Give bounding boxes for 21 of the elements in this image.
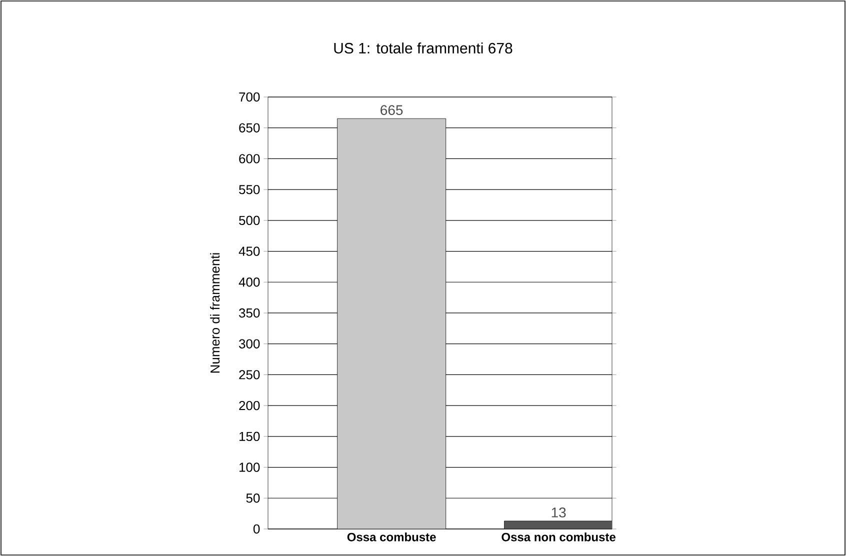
y-tick-label: 700 <box>239 92 260 102</box>
y-tick-label: 600 <box>239 154 260 164</box>
x-tick-label: Ossa combuste <box>347 532 436 542</box>
y-tick-label: 300 <box>239 339 260 348</box>
y-tick-label: 350 <box>239 308 260 318</box>
y-tick-label: 100 <box>240 462 260 472</box>
data-label: 13 <box>552 508 566 518</box>
x-tick-label: Ossa non combuste <box>502 532 616 542</box>
data-label: 665 <box>380 105 403 116</box>
y-tick-label: 400 <box>238 278 260 287</box>
y-tick-label: 250 <box>239 370 260 380</box>
y-tick-label: 500 <box>239 216 260 226</box>
y-axis-title: Numero di frammenti <box>210 253 220 373</box>
y-tick-label: 150 <box>240 432 260 442</box>
y-tick-label: 200 <box>239 400 260 410</box>
y-tick-label: 450 <box>238 246 260 256</box>
y-tick-label: 650 <box>239 123 260 132</box>
y-tick-label: 50 <box>246 494 260 503</box>
y-tick-label: 0 <box>253 524 260 534</box>
chart-title: US 1: totale frammenti 678 <box>334 42 512 54</box>
y-tick-label: 550 <box>239 184 260 194</box>
